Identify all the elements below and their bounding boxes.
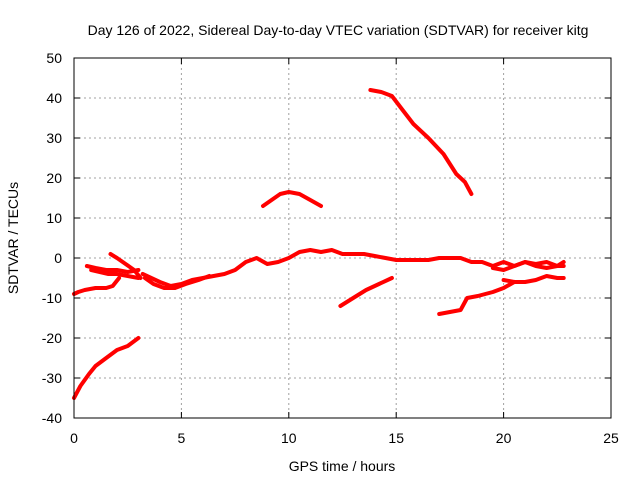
series-arc-11 bbox=[437, 280, 517, 316]
x-tick-label: 10 bbox=[281, 430, 297, 446]
series-arc-2 bbox=[72, 276, 122, 296]
x-tick-label: 15 bbox=[388, 430, 404, 446]
y-tick-label: 40 bbox=[46, 90, 62, 106]
y-tick-label: 50 bbox=[46, 50, 62, 66]
series-arc-9 bbox=[338, 276, 394, 308]
series-arc-5 bbox=[108, 252, 143, 280]
grid bbox=[74, 58, 611, 418]
y-tick-label: -40 bbox=[42, 410, 62, 426]
x-tick-labels: 0 5 10 15 20 25 bbox=[70, 430, 619, 446]
series-layer bbox=[72, 88, 566, 400]
y-axis-title: SDTVAR / TECUs bbox=[5, 182, 21, 294]
series-arc-4 bbox=[89, 268, 141, 280]
x-axis-title: GPS time / hours bbox=[289, 458, 396, 474]
x-tick-label: 25 bbox=[603, 430, 619, 446]
plot-frame bbox=[73, 57, 612, 419]
chart-title: Day 126 of 2022, Sidereal Day-to-day VTE… bbox=[88, 22, 589, 38]
y-tick-label: -30 bbox=[42, 370, 62, 386]
y-tick-label: 0 bbox=[54, 250, 62, 266]
series-arc-7 bbox=[142, 274, 212, 290]
series-arc-12 bbox=[501, 274, 566, 284]
x-tick-label: 5 bbox=[178, 430, 186, 446]
y-tick-label: 20 bbox=[46, 170, 62, 186]
y-tick-label: 10 bbox=[46, 210, 62, 226]
y-tick-label: -20 bbox=[42, 330, 62, 346]
ticks bbox=[73, 57, 612, 419]
x-tick-label: 0 bbox=[70, 430, 78, 446]
series-arc-13 bbox=[490, 260, 566, 272]
series-arc-8 bbox=[261, 190, 323, 208]
series-arc-3 bbox=[84, 264, 141, 274]
series-arc-10 bbox=[368, 88, 474, 196]
y-tick-labels: -40 -30 -20 -10 0 10 20 30 40 50 bbox=[42, 50, 62, 426]
y-tick-label: -10 bbox=[42, 290, 62, 306]
x-tick-label: 20 bbox=[496, 430, 512, 446]
series-arc-1 bbox=[72, 336, 141, 400]
y-tick-label: 30 bbox=[46, 130, 62, 146]
